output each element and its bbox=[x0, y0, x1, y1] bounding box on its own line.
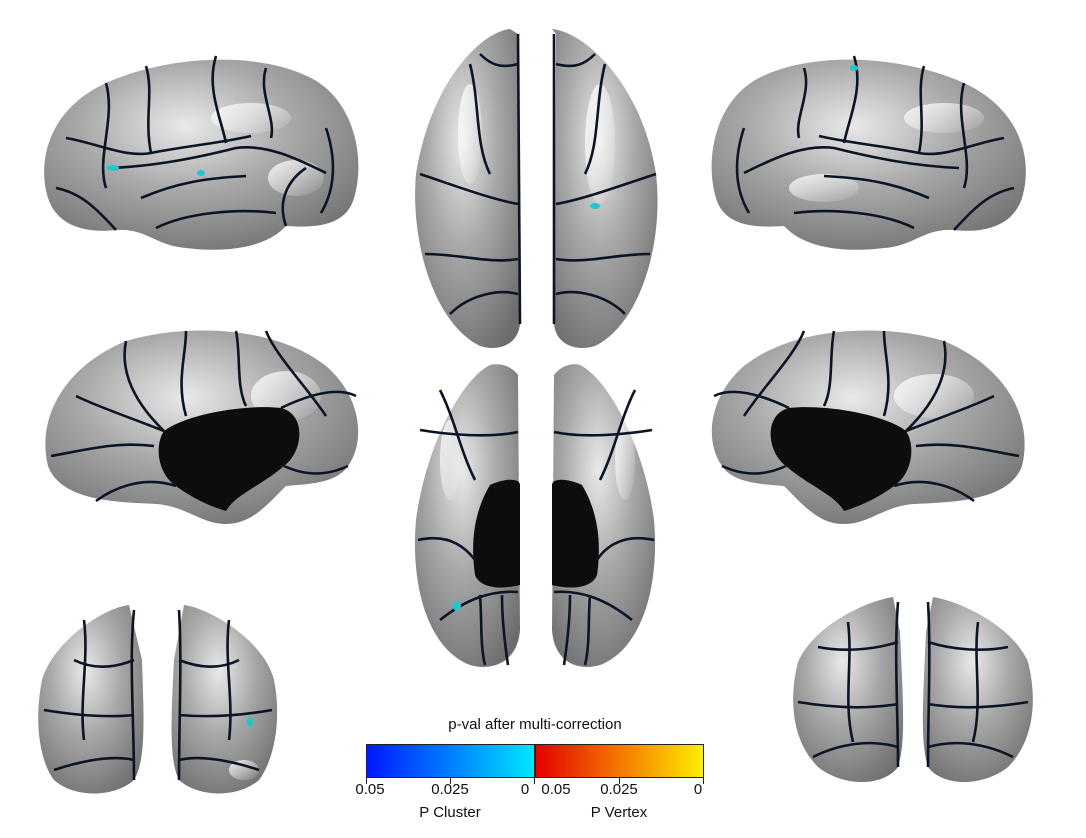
cluster-marker bbox=[247, 717, 253, 727]
medial-wall bbox=[158, 407, 300, 511]
vertex-tick-label: 0 bbox=[693, 781, 703, 798]
brain-view-right-lateral bbox=[704, 48, 1034, 253]
cluster-tick-label: 0.05 bbox=[355, 781, 385, 798]
posterior-surface bbox=[793, 597, 1033, 782]
inferior-surface bbox=[414, 364, 656, 667]
tick-mark bbox=[534, 778, 535, 784]
brain-view-inferior bbox=[410, 360, 670, 690]
cluster-marker bbox=[590, 203, 600, 209]
brain-view-superior bbox=[410, 24, 670, 354]
colorbar-title: p-val after multi-correction bbox=[448, 716, 622, 733]
tick-mark bbox=[450, 778, 451, 784]
brain-view-left-lateral bbox=[36, 48, 366, 253]
tick-mark bbox=[366, 778, 367, 784]
brain-view-anterior bbox=[34, 600, 284, 800]
medial-wall bbox=[473, 479, 520, 588]
anterior-surface bbox=[38, 605, 278, 794]
cluster-tick-label: 0 bbox=[520, 781, 530, 798]
vertex-tick-label: 0.05 bbox=[541, 781, 571, 798]
superior-surface bbox=[415, 29, 658, 348]
medial-wall bbox=[770, 407, 912, 511]
cluster-marker bbox=[850, 65, 858, 71]
medial-wall bbox=[552, 479, 599, 588]
left-lateral-surface bbox=[44, 55, 359, 250]
brain-view-posterior bbox=[788, 592, 1038, 792]
cluster-colorbar bbox=[366, 744, 535, 778]
vertex-axis-label: P Vertex bbox=[590, 804, 648, 821]
brain-view-right-medial bbox=[704, 326, 1034, 531]
brain-view-left-medial bbox=[36, 326, 366, 531]
cluster-tick-label: 0.025 bbox=[431, 781, 469, 798]
right-medial-surface bbox=[711, 330, 1025, 524]
cluster-marker bbox=[107, 165, 119, 171]
tick-mark bbox=[703, 778, 704, 784]
cluster-marker bbox=[453, 601, 461, 611]
vertex-tick-label: 0.025 bbox=[600, 781, 638, 798]
colorbar: p-val after multi-correction 0.05 0.025 … bbox=[340, 712, 730, 832]
left-medial-surface bbox=[45, 330, 359, 524]
vertex-colorbar bbox=[535, 744, 704, 778]
cluster-axis-label: P Cluster bbox=[419, 804, 481, 821]
cluster-marker bbox=[197, 170, 205, 176]
tick-mark bbox=[619, 778, 620, 784]
right-lateral-surface bbox=[711, 55, 1026, 250]
